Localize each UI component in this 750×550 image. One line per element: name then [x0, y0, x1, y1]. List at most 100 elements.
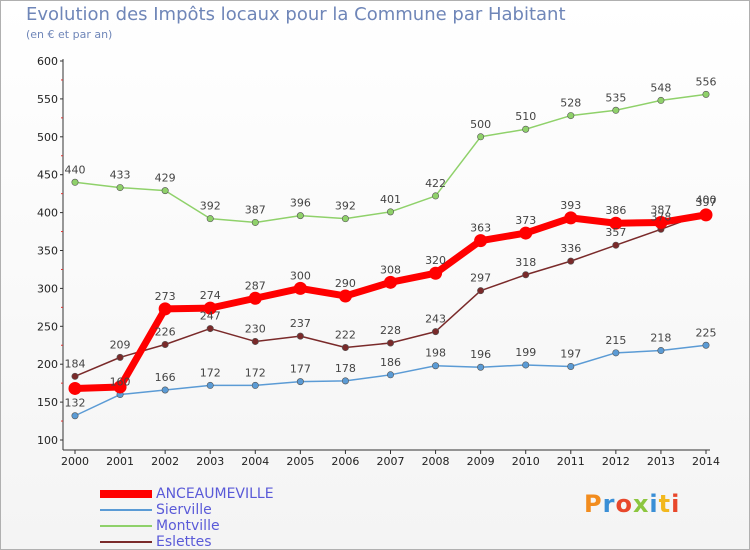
y-tick-label: 400 [37, 207, 58, 220]
data-label: 177 [290, 363, 311, 376]
data-label: 528 [560, 97, 581, 110]
logo-letter: r [602, 490, 616, 518]
data-label: 132 [65, 397, 86, 410]
data-label: 237 [290, 317, 311, 330]
data-point [206, 325, 214, 333]
legend-label-sierville: Sierville [156, 502, 212, 518]
data-label: 308 [380, 263, 401, 276]
data-label: 226 [155, 325, 176, 338]
legend-swatch-sierville [100, 509, 152, 511]
data-point [432, 362, 440, 370]
x-tick-label: 2006 [331, 455, 359, 468]
data-point [567, 362, 575, 370]
data-label: 160 [110, 376, 131, 389]
data-label: 172 [200, 366, 221, 379]
logo-letter: o [615, 490, 633, 518]
data-point [654, 215, 668, 229]
data-label: 386 [605, 204, 626, 217]
data-point [158, 302, 172, 316]
legend-swatch-eslettes [100, 541, 152, 543]
data-label: 392 [200, 200, 221, 213]
data-point [522, 361, 530, 369]
data-label: 401 [380, 193, 401, 206]
data-label: 318 [515, 256, 536, 269]
data-label: 392 [335, 200, 356, 213]
data-point [206, 215, 214, 223]
proxiti-logo: Proxiti [584, 490, 680, 518]
data-point [477, 287, 485, 295]
x-tick-label: 2001 [106, 455, 134, 468]
data-label: 556 [696, 75, 717, 88]
data-label: 273 [155, 290, 176, 303]
data-point [386, 208, 394, 216]
data-label: 274 [200, 289, 221, 302]
x-tick-label: 2010 [512, 455, 540, 468]
data-label: 500 [470, 118, 491, 131]
data-label: 433 [110, 169, 131, 182]
data-label: 198 [425, 347, 446, 360]
data-label: 186 [380, 356, 401, 369]
data-point [702, 90, 710, 98]
data-label: 387 [245, 203, 266, 216]
data-point [612, 241, 620, 249]
data-point [612, 349, 620, 357]
data-label: 247 [200, 310, 221, 323]
data-point [116, 184, 124, 192]
data-label: 300 [290, 269, 311, 282]
data-label: 429 [155, 172, 176, 185]
data-point [251, 218, 259, 226]
data-point [71, 412, 79, 420]
data-point [296, 212, 304, 220]
logo-letter: i [671, 490, 681, 518]
x-tick-label: 2002 [151, 455, 179, 468]
data-point [251, 381, 259, 389]
data-label: 225 [696, 326, 717, 339]
data-point [567, 112, 575, 120]
logo-letter: i [649, 490, 659, 518]
data-label: 287 [245, 279, 266, 292]
data-point [293, 281, 307, 295]
x-tick-label: 2011 [557, 455, 585, 468]
data-label: 397 [696, 196, 717, 209]
x-tick-label: 2003 [196, 455, 224, 468]
data-label: 548 [650, 81, 671, 94]
data-label: 166 [155, 371, 176, 384]
data-point [68, 381, 82, 395]
x-tick-label: 2014 [692, 455, 720, 468]
data-label: 440 [65, 163, 86, 176]
x-tick-label: 2008 [422, 455, 450, 468]
data-point [161, 187, 169, 195]
data-point [386, 339, 394, 347]
logo-letter: P [584, 490, 603, 518]
data-point [296, 378, 304, 386]
axes: 100 150 200 250 300 350 400 450 500 550 600 2000 200… [37, 55, 720, 468]
data-point [161, 340, 169, 348]
data-point [296, 332, 304, 340]
data-label: 172 [245, 366, 266, 379]
data-point [432, 328, 440, 336]
data-label: 218 [650, 332, 671, 345]
data-label: 243 [425, 313, 446, 326]
data-label: 400 [696, 194, 717, 207]
data-point [206, 381, 214, 389]
data-label: 215 [605, 334, 626, 347]
y-tick-label: 300 [37, 282, 58, 295]
data-point [702, 341, 710, 349]
data-point [477, 363, 485, 371]
data-label: 320 [425, 254, 446, 267]
data-label: 199 [515, 346, 536, 359]
data-point [657, 96, 665, 104]
legend-swatch-anceaumeville [100, 490, 152, 498]
y-tick-label: 600 [37, 55, 58, 68]
data-label: 184 [65, 357, 86, 370]
data-point [699, 208, 713, 222]
series-group: 273 274 287 300 290 308 320 363 373 393 386 387 397 1… [65, 75, 717, 420]
data-point [161, 386, 169, 394]
data-label: 422 [425, 177, 446, 190]
logo-letter: x [632, 490, 650, 518]
chart-title: Evolution des Impôts locaux pour la Comm… [26, 4, 566, 25]
data-point [341, 344, 349, 352]
data-label: 178 [335, 362, 356, 375]
y-tick-label: 200 [37, 358, 58, 371]
